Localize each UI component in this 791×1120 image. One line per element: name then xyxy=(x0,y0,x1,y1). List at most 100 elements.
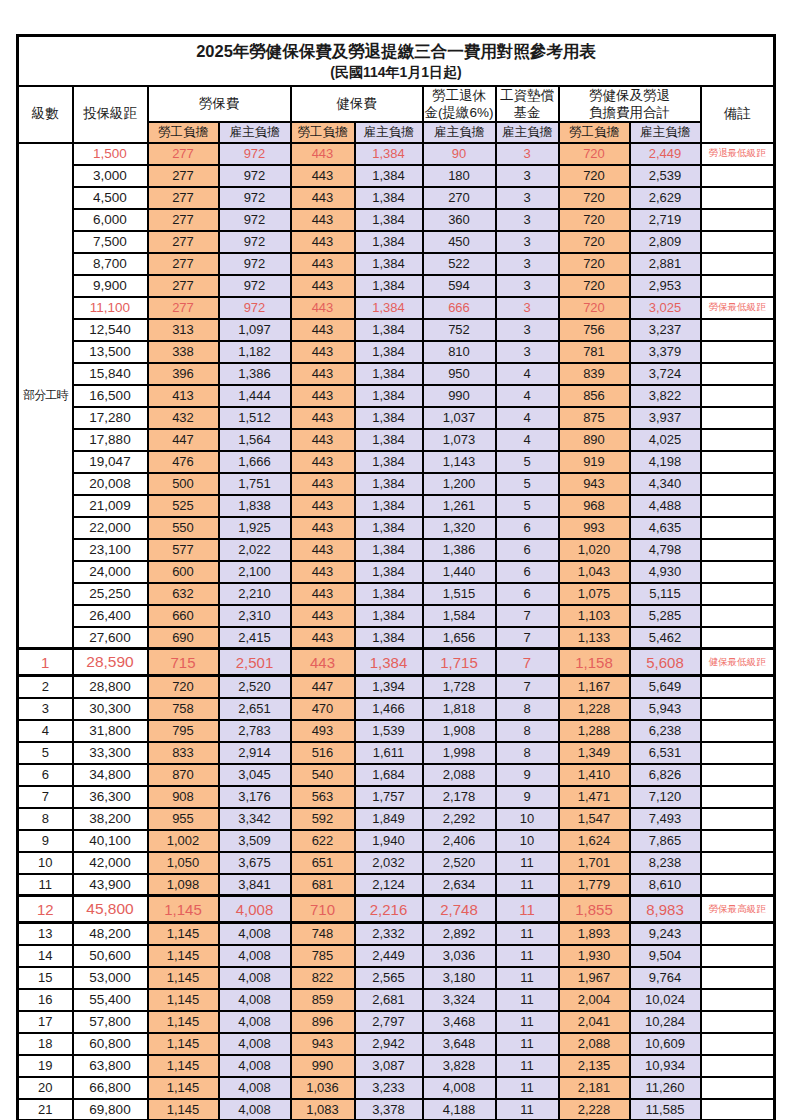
total-employer-cell: 6,826 xyxy=(630,764,701,786)
bracket-cell: 43,900 xyxy=(73,874,148,896)
health-employer-cell: 1,384 xyxy=(355,561,423,583)
total-employer-cell: 2,539 xyxy=(630,165,701,187)
labor-employee-cell: 313 xyxy=(148,319,219,341)
total-employee-cell: 1,133 xyxy=(559,627,630,649)
total-employer-cell: 5,608 xyxy=(630,649,701,676)
labor-employee-cell: 577 xyxy=(148,539,219,561)
pension-employer-cell: 4,008 xyxy=(423,1077,496,1099)
bracket-cell: 69,800 xyxy=(73,1099,148,1120)
total-employee-cell: 720 xyxy=(559,143,630,165)
total-employer-cell: 5,943 xyxy=(630,698,701,720)
bracket-cell: 7,500 xyxy=(73,231,148,253)
subheader-labor-employer: 雇主負擔 xyxy=(219,122,291,143)
wage-fund-employer-cell: 4 xyxy=(496,385,559,407)
labor-employee-cell: 396 xyxy=(148,363,219,385)
fee-table: 2025年勞健保保費及勞退提繳三合一費用對照參考用表 (民國114年1月1日起)… xyxy=(16,34,776,1120)
health-employee-cell: 443 xyxy=(291,165,355,187)
health-employee-cell: 859 xyxy=(291,989,355,1011)
health-employer-cell: 1,384 xyxy=(355,583,423,605)
table-row: 1655,4001,1454,0088592,6813,324112,00410… xyxy=(18,989,775,1011)
table-row: 16,5004131,4444431,38499048563,822 xyxy=(18,385,775,407)
subheader-pension-employer: 雇主負擔 xyxy=(423,122,496,143)
bracket-cell: 48,200 xyxy=(73,923,148,945)
table-row: 27,6006902,4154431,3841,65671,1335,462 xyxy=(18,627,775,649)
pension-employer-cell: 1,998 xyxy=(423,742,496,764)
wage-fund-employer-cell: 7 xyxy=(496,649,559,676)
note-cell xyxy=(701,605,775,627)
health-employer-cell: 2,124 xyxy=(355,874,423,896)
health-employee-cell: 443 xyxy=(291,583,355,605)
wage-fund-employer-cell: 3 xyxy=(496,253,559,275)
level-cell: 3 xyxy=(18,698,73,720)
wage-fund-employer-cell: 3 xyxy=(496,341,559,363)
health-employer-cell: 2,032 xyxy=(355,852,423,874)
pension-employer-cell: 2,634 xyxy=(423,874,496,896)
total-employer-cell: 5,462 xyxy=(630,627,701,649)
total-employee-cell: 1,043 xyxy=(559,561,630,583)
labor-employee-cell: 500 xyxy=(148,473,219,495)
total-employer-cell: 2,809 xyxy=(630,231,701,253)
level-cell: 15 xyxy=(18,967,73,989)
labor-employer-cell: 4,008 xyxy=(219,1099,291,1120)
total-employee-cell: 1,701 xyxy=(559,852,630,874)
total-employee-cell: 1,020 xyxy=(559,539,630,561)
health-employer-cell: 1,384 xyxy=(355,253,423,275)
health-employer-cell: 2,942 xyxy=(355,1033,423,1055)
wage-fund-employer-cell: 3 xyxy=(496,143,559,165)
bracket-cell: 57,800 xyxy=(73,1011,148,1033)
pension-employer-cell: 3,648 xyxy=(423,1033,496,1055)
labor-employer-cell: 972 xyxy=(219,253,291,275)
total-employer-cell: 5,115 xyxy=(630,583,701,605)
subheader-total-employer: 雇主負擔 xyxy=(630,122,701,143)
pension-employer-cell: 752 xyxy=(423,319,496,341)
note-cell: 勞退最低級距 xyxy=(701,143,775,165)
health-employer-cell: 1,611 xyxy=(355,742,423,764)
health-employee-cell: 443 xyxy=(291,143,355,165)
pension-employer-cell: 450 xyxy=(423,231,496,253)
note-cell xyxy=(701,385,775,407)
wage-fund-employer-cell: 11 xyxy=(496,923,559,945)
note-cell xyxy=(701,231,775,253)
bracket-cell: 27,600 xyxy=(73,627,148,649)
total-employer-cell: 6,238 xyxy=(630,720,701,742)
wage-fund-employer-cell: 7 xyxy=(496,676,559,698)
labor-employee-cell: 338 xyxy=(148,341,219,363)
labor-employer-cell: 2,520 xyxy=(219,676,291,698)
note-cell xyxy=(701,852,775,874)
labor-employer-cell: 972 xyxy=(219,143,291,165)
bracket-cell: 12,540 xyxy=(73,319,148,341)
table-row: 1553,0001,1454,0088222,5653,180111,9679,… xyxy=(18,967,775,989)
labor-employer-cell: 2,415 xyxy=(219,627,291,649)
table-row: 330,3007582,6514701,4661,81881,2285,943 xyxy=(18,698,775,720)
total-employer-cell: 3,025 xyxy=(630,297,701,319)
total-employee-cell: 856 xyxy=(559,385,630,407)
pension-employer-cell: 1,320 xyxy=(423,517,496,539)
table-row: 7,5002779724431,38445037202,809 xyxy=(18,231,775,253)
health-employee-cell: 710 xyxy=(291,896,355,923)
total-employee-cell: 2,135 xyxy=(559,1055,630,1077)
table-row: 1245,8001,1454,0087102,2162,748111,8558,… xyxy=(18,896,775,923)
note-cell xyxy=(701,451,775,473)
pension-employer-cell: 1,728 xyxy=(423,676,496,698)
header-note: 備註 xyxy=(701,86,775,143)
level-group-cell: 部分工時 xyxy=(18,143,73,649)
labor-employee-cell: 1,145 xyxy=(148,1011,219,1033)
wage-fund-employer-cell: 11 xyxy=(496,896,559,923)
bracket-cell: 19,047 xyxy=(73,451,148,473)
labor-employee-cell: 1,145 xyxy=(148,1055,219,1077)
note-cell xyxy=(701,1033,775,1055)
health-employer-cell: 1,684 xyxy=(355,764,423,786)
labor-employer-cell: 3,176 xyxy=(219,786,291,808)
wage-fund-employer-cell: 4 xyxy=(496,363,559,385)
labor-employer-cell: 3,841 xyxy=(219,874,291,896)
bracket-cell: 13,500 xyxy=(73,341,148,363)
health-employee-cell: 443 xyxy=(291,187,355,209)
level-cell: 21 xyxy=(18,1099,73,1120)
level-cell: 5 xyxy=(18,742,73,764)
labor-employee-cell: 1,145 xyxy=(148,989,219,1011)
total-employee-cell: 1,228 xyxy=(559,698,630,720)
total-employee-cell: 720 xyxy=(559,187,630,209)
health-employer-cell: 1,384 xyxy=(355,385,423,407)
table-row: 19,0474761,6664431,3841,14359194,198 xyxy=(18,451,775,473)
health-employer-cell: 1,384 xyxy=(355,231,423,253)
